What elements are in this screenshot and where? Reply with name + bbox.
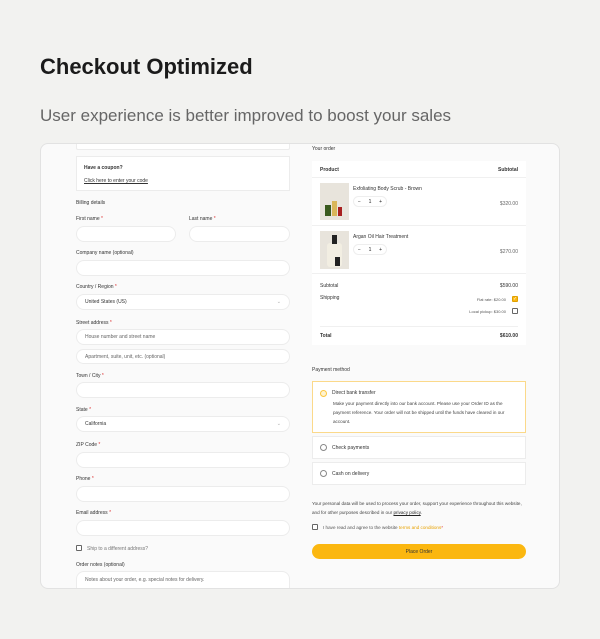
payment-description: Make your payment directly into our bank… — [333, 401, 505, 424]
payment-label: Cash on delivery — [332, 471, 370, 477]
last-name-label: Last name * — [189, 216, 216, 222]
item-price: $320.00 — [499, 201, 518, 207]
shipping-pickup-checkbox[interactable] — [512, 308, 518, 314]
country-value: United States (US) — [85, 299, 127, 305]
minus-button[interactable]: − — [357, 246, 361, 253]
total-label: Total — [320, 333, 332, 339]
plus-button[interactable]: + — [379, 246, 383, 253]
subtotal-label: Subtotal — [320, 283, 339, 289]
product-image-body-scrub — [320, 183, 349, 220]
state-label: State * — [76, 407, 92, 413]
item-name: Exfoliating Body Scrub - Brown — [353, 186, 422, 192]
company-input[interactable] — [76, 260, 290, 276]
payment-heading: Payment method — [312, 367, 350, 373]
item-price: $270.00 — [499, 249, 518, 255]
state-select[interactable]: California ⌄ — [76, 416, 290, 432]
ship-different-checkbox[interactable] — [76, 545, 82, 551]
place-order-button[interactable]: Place Order — [312, 544, 526, 559]
phone-input[interactable] — [76, 486, 290, 502]
quantity-stepper[interactable]: −1 + — [353, 244, 387, 255]
shipping-option-flat: Flat rate: $20.00 — [476, 297, 506, 302]
last-name-input[interactable] — [189, 226, 290, 242]
country-select[interactable]: United States (US) ⌄ — [76, 294, 290, 310]
col-subtotal: Subtotal — [498, 167, 518, 173]
zip-label: ZIP Code * — [76, 442, 101, 448]
radio-icon[interactable] — [320, 470, 327, 477]
email-label: Email address * — [76, 510, 112, 516]
page-subtitle: User experience is better improved to bo… — [40, 106, 452, 125]
terms-label: I have read and agree to the website ter… — [323, 525, 444, 530]
radio-icon[interactable] — [320, 444, 327, 451]
total-value: $610.00 — [499, 333, 518, 339]
chevron-down-icon: ⌄ — [276, 421, 281, 427]
coupon-link[interactable]: Click here to enter your code — [84, 178, 148, 184]
state-value: California — [85, 421, 107, 427]
terms-checkbox[interactable] — [312, 524, 318, 530]
payment-option-cod[interactable]: Cash on delivery — [312, 462, 526, 485]
town-input[interactable] — [76, 382, 290, 398]
minus-button[interactable]: − — [357, 198, 361, 205]
privacy-text: Your personal data will be used to proce… — [312, 501, 522, 515]
billing-heading: Billing details — [76, 200, 106, 206]
coupon-box: Have a coupon? Click here to enter your … — [76, 156, 290, 191]
quantity-stepper[interactable]: −1 + — [353, 196, 387, 207]
order-notes-textarea[interactable]: Notes about your order, e.g. special not… — [76, 571, 290, 588]
plus-button[interactable]: + — [379, 198, 383, 205]
payment-option-check[interactable]: Check payments — [312, 436, 526, 459]
checkout-screenshot: Have a coupon? Click here to enter your … — [40, 143, 560, 589]
shipping-option-pickup: Local pickup: $30.00 — [469, 309, 506, 314]
top-partial-box — [76, 144, 290, 150]
payment-option-bank[interactable]: Direct bank transfer Make your payment d… — [312, 381, 526, 433]
payment-label: Check payments — [332, 445, 370, 451]
coupon-title: Have a coupon? — [84, 165, 123, 171]
shipping-label: Shipping — [320, 295, 340, 301]
payment-label: Direct bank transfer — [332, 390, 376, 396]
first-name-input[interactable] — [76, 226, 176, 242]
order-notes-label: Order notes (optional) — [76, 562, 125, 568]
town-label: Town / City * — [76, 373, 104, 379]
email-input[interactable] — [76, 520, 290, 536]
company-label: Company name (optional) — [76, 250, 134, 256]
chevron-down-icon: ⌄ — [276, 299, 281, 305]
col-product: Product — [320, 167, 339, 173]
item-name: Argan Oil Hair Treatment — [353, 234, 409, 240]
quantity-value: 1 — [368, 198, 372, 205]
order-table: Product Subtotal Exfoliating Body Scrub … — [312, 161, 526, 345]
privacy-policy-link[interactable]: privacy policy — [393, 510, 421, 515]
street-input-1[interactable]: House number and street name — [76, 329, 290, 345]
subtotal-value: $590.00 — [499, 283, 518, 289]
scrollbar[interactable] — [559, 144, 560, 589]
phone-label: Phone * — [76, 476, 94, 482]
radio-selected-icon[interactable] — [320, 390, 327, 397]
product-image-argan-oil — [320, 231, 349, 269]
zip-input[interactable] — [76, 452, 290, 468]
page-title: Checkout Optimized — [40, 54, 253, 79]
ship-different-label: Ship to a different address? — [87, 546, 149, 552]
street-label: Street address * — [76, 320, 112, 326]
quantity-value: 1 — [368, 246, 372, 253]
shipping-flat-checkbox[interactable]: ✓ — [512, 296, 518, 302]
street-input-2[interactable]: Apartment, suite, unit, etc. (optional) — [76, 349, 290, 364]
your-order-heading: Your order — [312, 146, 336, 152]
country-label: Country / Region * — [76, 284, 117, 290]
terms-link[interactable]: terms and conditions — [398, 525, 442, 530]
first-name-label: First name * — [76, 216, 103, 222]
